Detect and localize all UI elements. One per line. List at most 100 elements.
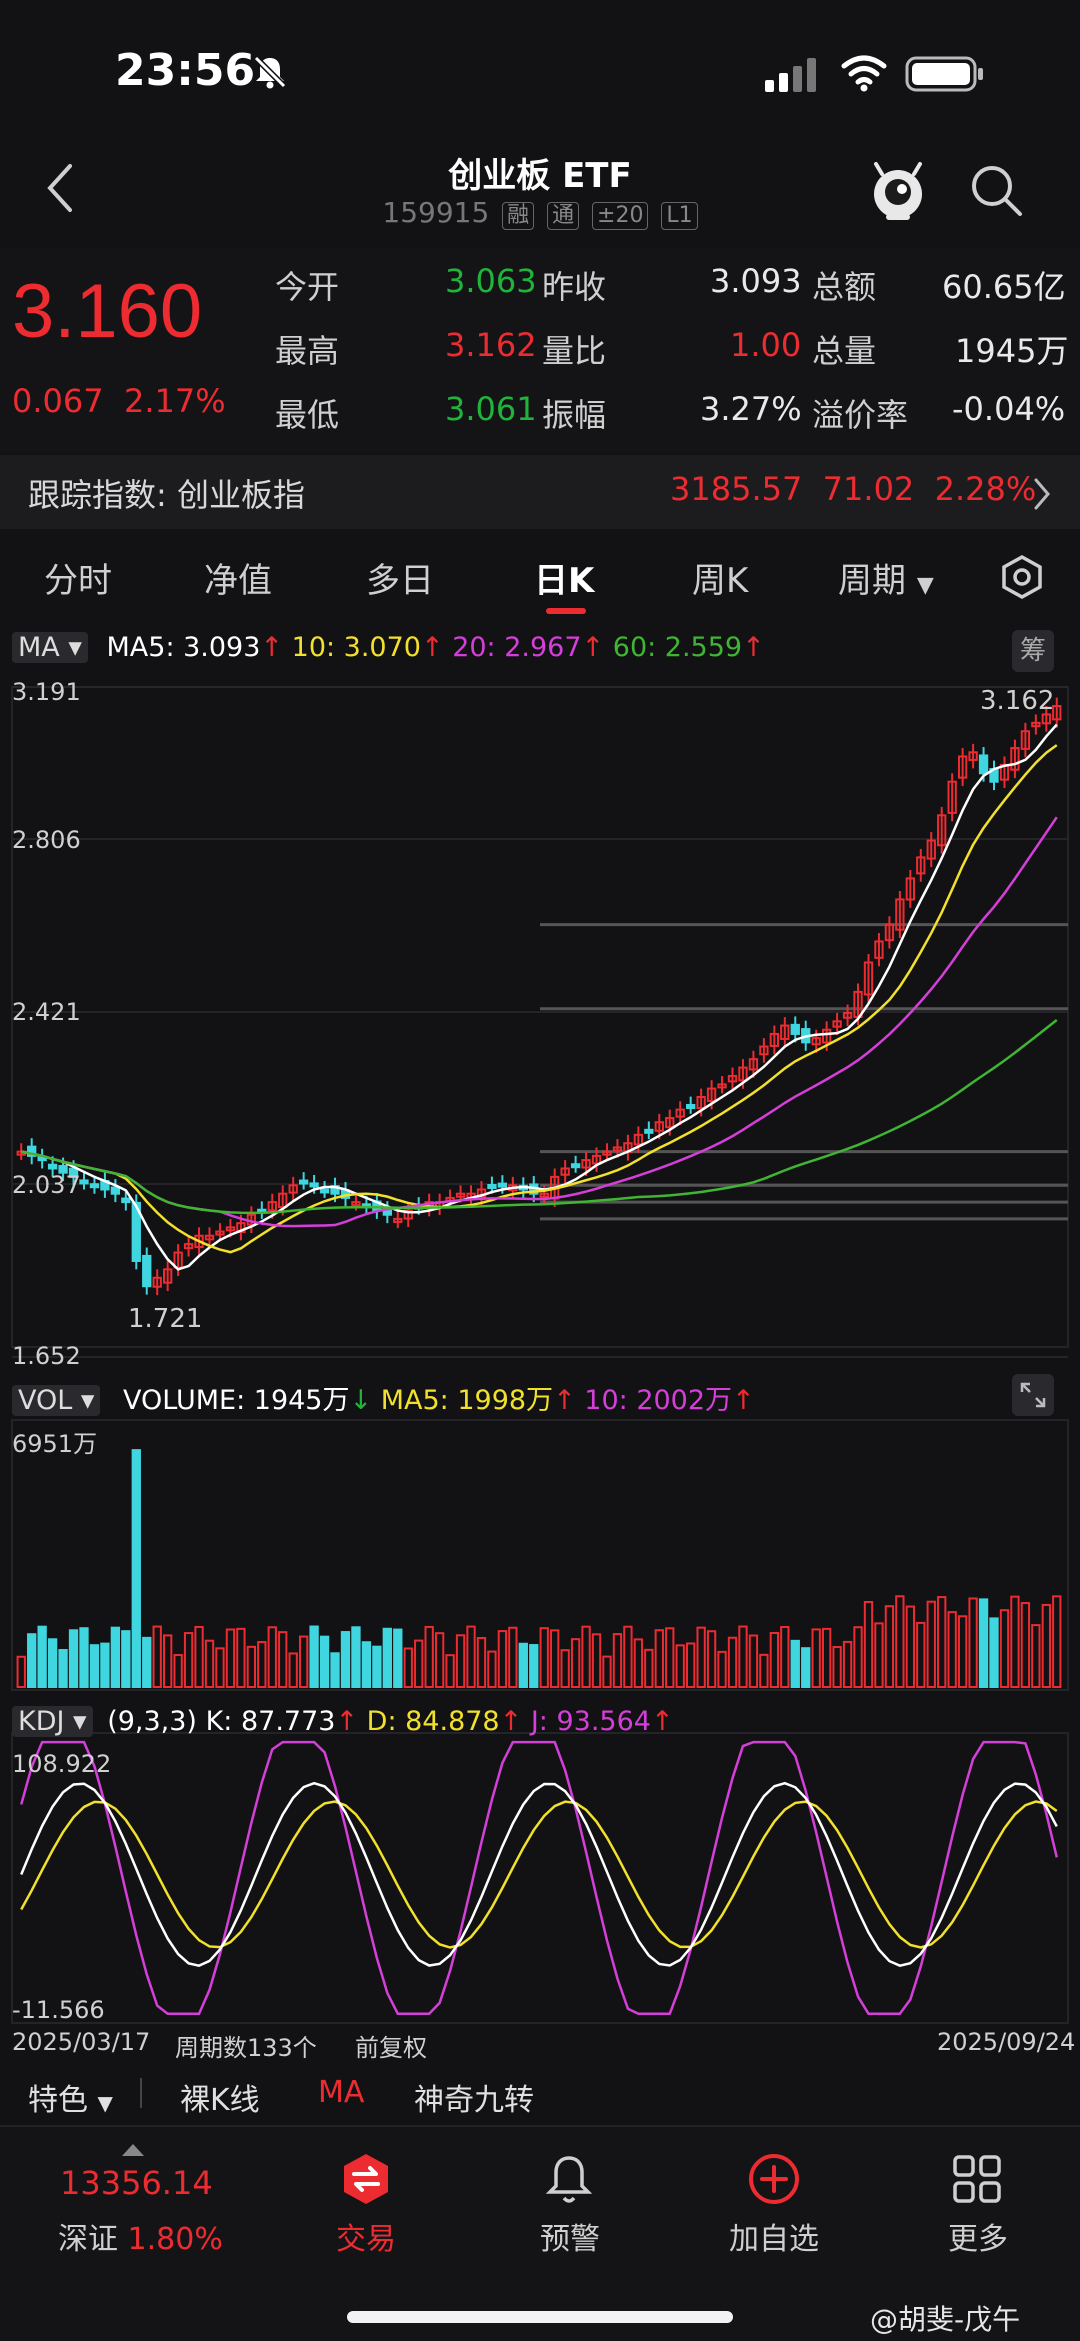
nav-trade-label[interactable]: 交易: [336, 2222, 396, 2257]
kdj-selector[interactable]: KDJ ▾: [12, 1706, 93, 1737]
kdj-bottom-label: -11.566: [12, 1996, 105, 2024]
candle: [591, 1154, 602, 1165]
candle: [602, 1150, 612, 1156]
tab-multiday[interactable]: 多日: [366, 561, 434, 601]
adjust-mode: 前复权: [355, 2034, 427, 2062]
volume-bar: [518, 1642, 528, 1689]
volume-bar: [194, 1625, 204, 1688]
index-ticker[interactable]: 深证 1.80%: [58, 2214, 223, 2258]
active-tab-indicator: [546, 608, 586, 614]
ma5-value: MA5: 3.093: [106, 632, 261, 663]
kdj-k-line: [20, 1781, 1058, 1968]
volume-bar: [633, 1638, 644, 1688]
candle: [916, 856, 926, 875]
tab-daily-k[interactable]: 日K: [534, 561, 595, 601]
indicator-bare-k[interactable]: 裸K线: [180, 2083, 260, 2118]
trade-icon[interactable]: [340, 2152, 392, 2206]
volume-bar: [895, 1595, 905, 1688]
hex-settings-icon[interactable]: [1000, 555, 1044, 599]
candle: [895, 898, 905, 931]
index-name: 深证: [58, 2222, 118, 2257]
ma-selector[interactable]: MA ▾: [12, 632, 88, 663]
volume-bar: [717, 1650, 727, 1689]
kdj-d-line: [20, 1800, 1058, 1949]
volume-bar: [884, 1605, 895, 1689]
candle: [675, 1108, 685, 1118]
candle: [821, 1028, 832, 1044]
candle: [267, 1201, 277, 1212]
candle: [225, 1226, 236, 1232]
tag-level: L1: [661, 202, 698, 230]
volume-bar: [560, 1649, 570, 1688]
ma60-line: [20, 1019, 1058, 1215]
indicator-special[interactable]: 特色 ▼: [28, 2083, 113, 2118]
kline-chart[interactable]: [0, 675, 1080, 2065]
candle: [183, 1243, 194, 1250]
candle: [539, 1192, 549, 1198]
volume-bar: [68, 1629, 79, 1688]
index-value[interactable]: 13356.14: [60, 2164, 213, 2202]
volume-bar: [832, 1645, 842, 1688]
volume-bar: [372, 1645, 382, 1689]
nav-more-label[interactable]: 更多: [948, 2222, 1008, 2257]
search-icon[interactable]: [968, 162, 1024, 218]
tracking-index-row[interactable]: [0, 455, 1080, 529]
candle: [403, 1209, 413, 1220]
volume-bar: [246, 1645, 257, 1688]
volume-bar: [926, 1600, 936, 1689]
volume-bar: [738, 1625, 748, 1688]
bell-icon[interactable]: [544, 2152, 594, 2206]
volume-bar: [999, 1609, 1010, 1688]
candle: [581, 1159, 591, 1169]
volume-bar: [403, 1647, 413, 1689]
tab-nav[interactable]: 净值: [204, 561, 272, 601]
volume-bar: [570, 1638, 581, 1688]
volume-bar: [298, 1635, 309, 1688]
volume-bar: [215, 1647, 225, 1688]
expand-icon[interactable]: [1012, 1374, 1054, 1416]
battery-icon: [905, 56, 983, 92]
vol-ma10: 10: 2002万: [584, 1385, 733, 1416]
candle: [47, 1163, 58, 1170]
y-tick-3: 2.421: [12, 998, 81, 1026]
volume-bar: [508, 1626, 518, 1689]
vol-selector[interactable]: VOL ▾: [12, 1385, 101, 1416]
ma-legend: MA ▾ MA5: 3.093↑ 10: 3.070↑ 20: 2.967↑ 6…: [12, 632, 765, 663]
volume-bar: [278, 1631, 288, 1689]
volume-bar: [110, 1626, 121, 1689]
add-watchlist-icon[interactable]: [747, 2152, 801, 2206]
volume-bar: [612, 1633, 623, 1689]
volume-bar: [47, 1638, 58, 1689]
volume-bar: [529, 1644, 539, 1688]
volume-bar: [644, 1648, 654, 1689]
indicator-ma[interactable]: MA: [318, 2075, 365, 2110]
volume-bar: [863, 1600, 874, 1689]
nav-add-watchlist-label[interactable]: 加自选: [729, 2222, 819, 2257]
value-premium: -0.04%: [952, 390, 1066, 428]
candle: [1010, 747, 1020, 771]
indicator-td9[interactable]: 神奇九转: [414, 2083, 534, 2118]
mascot-icon[interactable]: [868, 160, 928, 222]
chip-distribution-button[interactable]: 筹: [1012, 630, 1054, 672]
tab-intraday[interactable]: 分时: [44, 561, 112, 601]
volume-bar: [821, 1627, 832, 1688]
back-chevron-icon[interactable]: [40, 160, 80, 216]
kdj-params: (9,3,3): [107, 1706, 197, 1737]
last-price: 3.160: [12, 269, 203, 354]
volume-bar: [581, 1625, 591, 1689]
volume-bar: [497, 1630, 508, 1688]
security-code: 159915: [382, 196, 490, 229]
candle: [393, 1217, 403, 1223]
tab-weekly-k[interactable]: 周K: [692, 561, 749, 601]
tab-period[interactable]: 周期 ▼: [838, 553, 934, 602]
tracking-index-label: 跟踪指数: 创业板指: [28, 476, 305, 514]
date-start: 2025/03/17: [12, 2028, 151, 2056]
value-open: 3.063: [445, 262, 537, 300]
volume-bar: [309, 1625, 319, 1688]
nav-alert-label[interactable]: 预警: [540, 2222, 600, 2257]
volume-bar: [204, 1639, 215, 1688]
volume-bar: [539, 1627, 549, 1689]
candle: [665, 1117, 675, 1129]
grid-more-icon[interactable]: [952, 2154, 1002, 2204]
volume-bar: [1020, 1602, 1031, 1689]
